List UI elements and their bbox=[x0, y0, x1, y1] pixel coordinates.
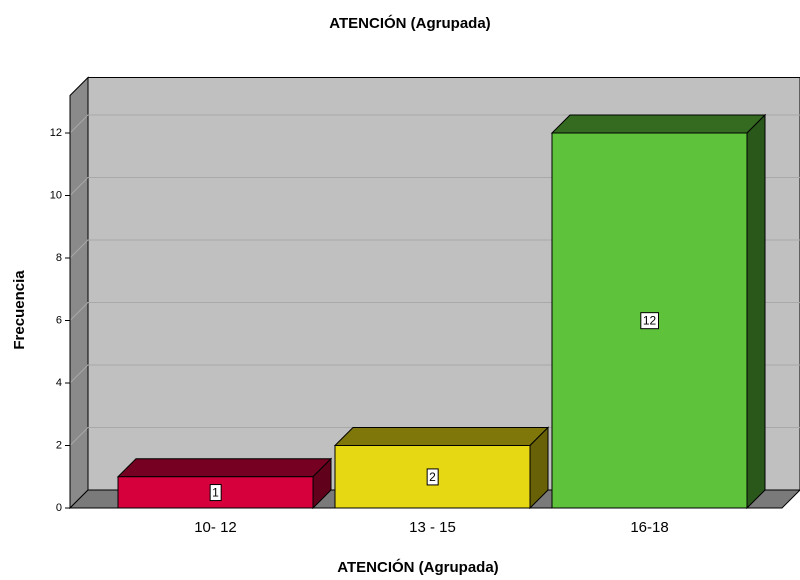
y-tick-label: 8 bbox=[56, 252, 62, 264]
value-label: 2 bbox=[429, 470, 436, 484]
value-label-box bbox=[640, 312, 659, 330]
grid-line bbox=[69, 114, 800, 134]
value-label: 12 bbox=[643, 314, 657, 328]
y-axis-title: Frecuencia bbox=[11, 270, 28, 350]
y-tick-label: 10 bbox=[50, 189, 62, 201]
bar bbox=[333, 426, 550, 510]
y-tick-label: 6 bbox=[56, 314, 62, 326]
x-tick-label: 10- 12 bbox=[194, 519, 237, 536]
bar-top bbox=[333, 427, 550, 446]
y-tick-label: 2 bbox=[56, 439, 62, 451]
value-label-box bbox=[209, 484, 222, 502]
y-tick-label: 0 bbox=[56, 502, 62, 514]
y-tick-label: 4 bbox=[56, 377, 62, 389]
bar bbox=[116, 457, 333, 510]
bar-top bbox=[550, 114, 767, 134]
value-label: 1 bbox=[212, 486, 219, 500]
x-tick-label: 16-18 bbox=[630, 519, 668, 536]
value-label-box bbox=[426, 468, 439, 486]
chart-title: ATENCIÓN (Agrupada) bbox=[329, 14, 490, 32]
bar bbox=[550, 113, 767, 510]
bar-side bbox=[746, 113, 766, 510]
x-tick-label: 13 - 15 bbox=[409, 519, 456, 536]
x-axis-title: ATENCIÓN (Agrupada) bbox=[337, 558, 498, 576]
bar-top bbox=[116, 458, 333, 478]
y-tick-label: 12 bbox=[50, 127, 62, 139]
